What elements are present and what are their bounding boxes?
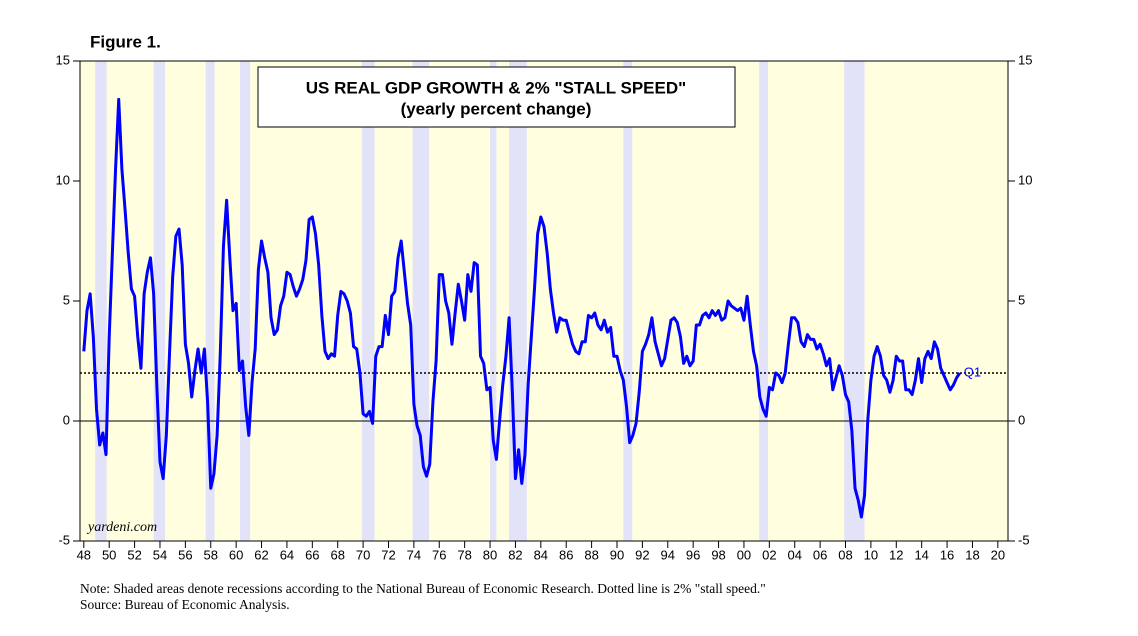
x-tick-label: 64 xyxy=(280,547,294,562)
recession-band xyxy=(759,61,769,541)
x-tick-label: 10 xyxy=(864,547,878,562)
recession-band xyxy=(361,61,375,541)
recession-band xyxy=(239,61,251,541)
y-tick-label: 10 xyxy=(56,172,70,187)
title-box xyxy=(257,66,736,128)
chart-title: US REAL GDP GROWTH & 2% "STALL SPEED" xyxy=(306,78,686,97)
x-tick-label: 76 xyxy=(432,547,446,562)
annotation: Q1 xyxy=(964,364,981,379)
x-tick-label: 60 xyxy=(229,547,243,562)
x-tick-label: 56 xyxy=(178,547,192,562)
x-tick-label: 58 xyxy=(204,547,218,562)
y-tick-label: 15 xyxy=(56,52,70,67)
y2-tick-label: 15 xyxy=(1018,52,1032,67)
x-tick-label: 66 xyxy=(305,547,319,562)
x-tick-label: 14 xyxy=(914,547,928,562)
x-tick-label: 04 xyxy=(787,547,801,562)
x-tick-label: 68 xyxy=(330,547,344,562)
x-tick-label: 92 xyxy=(635,547,649,562)
x-tick-label: 98 xyxy=(711,547,725,562)
figure-label: Figure 1. xyxy=(90,32,161,51)
note: Note: Shaded areas denote recessions acc… xyxy=(80,581,766,596)
x-tick-label: 78 xyxy=(457,547,471,562)
x-tick-label: 82 xyxy=(508,547,522,562)
y2-tick-label: 5 xyxy=(1018,292,1025,307)
plot-background xyxy=(80,61,1008,541)
y2-tick-label: -5 xyxy=(1018,532,1030,547)
x-tick-label: 80 xyxy=(483,547,497,562)
y-tick-label: 5 xyxy=(63,292,70,307)
x-tick-label: 20 xyxy=(991,547,1005,562)
recession-band xyxy=(490,61,497,541)
x-tick-label: 94 xyxy=(661,547,675,562)
x-tick-label: 00 xyxy=(737,547,751,562)
gdp-line xyxy=(82,97,962,519)
x-tick-label: 62 xyxy=(254,547,268,562)
y-tick-label: 0 xyxy=(63,412,70,427)
x-tick-label: 70 xyxy=(356,547,370,562)
x-tick-label: 96 xyxy=(686,547,700,562)
x-tick-label: 52 xyxy=(127,547,141,562)
x-tick-label: 02 xyxy=(762,547,776,562)
x-tick-label: 08 xyxy=(838,547,852,562)
x-tick-label: 50 xyxy=(102,547,116,562)
x-tick-label: 84 xyxy=(534,547,548,562)
chart-subtitle: (yearly percent change) xyxy=(401,99,592,118)
x-tick-label: 72 xyxy=(381,547,395,562)
x-tick-label: 48 xyxy=(77,547,91,562)
y2-tick-label: 0 xyxy=(1018,412,1025,427)
y2-tick-label: 10 xyxy=(1018,172,1032,187)
x-tick-label: 90 xyxy=(610,547,624,562)
x-tick-label: 74 xyxy=(407,547,421,562)
x-tick-label: 88 xyxy=(584,547,598,562)
x-tick-label: 16 xyxy=(940,547,954,562)
source: Source: Bureau of Economic Analysis. xyxy=(80,597,290,612)
recession-band xyxy=(205,61,215,541)
recession-band xyxy=(153,61,166,541)
recession-band xyxy=(95,61,107,541)
recession-band xyxy=(623,61,633,541)
x-tick-label: 12 xyxy=(889,547,903,562)
watermark: yardeni.com xyxy=(86,520,157,535)
x-tick-label: 86 xyxy=(559,547,573,562)
x-tick-label: 54 xyxy=(153,547,167,562)
y-tick-label: -5 xyxy=(58,532,70,547)
x-tick-label: 18 xyxy=(965,547,979,562)
recession-band xyxy=(412,61,430,541)
x-tick-label: 06 xyxy=(813,547,827,562)
